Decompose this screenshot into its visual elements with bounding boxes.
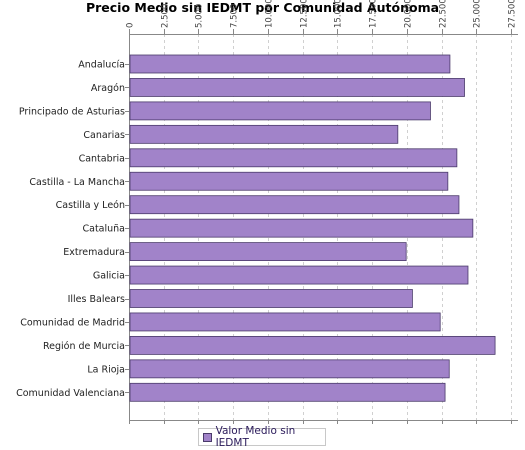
x-tick-label: 5.000: [195, 4, 205, 28]
category-label: Comunidad de Madrid: [20, 317, 125, 328]
legend-swatch: [203, 432, 212, 442]
category-label: Cataluña: [82, 224, 125, 235]
bar: [129, 195, 460, 215]
bar: [129, 124, 399, 144]
category-label: Canarias: [83, 130, 125, 141]
bar: [129, 359, 450, 379]
x-tick-label: 20.000: [404, 0, 414, 28]
bar: [129, 171, 449, 191]
x-tick-label: 22.500: [439, 0, 449, 28]
category-label: Galicia: [93, 271, 125, 282]
category-label: Región de Murcia: [43, 341, 125, 352]
bar: [129, 242, 407, 262]
category-label: Aragón: [91, 83, 125, 94]
category-label: Illes Balears: [68, 294, 125, 305]
bar: [129, 289, 413, 308]
legend-label: Valor Medio sin IEDMT: [215, 425, 296, 449]
bar: [129, 78, 465, 97]
bar: [129, 335, 496, 355]
bar: [129, 312, 441, 332]
category-label: Principado de Asturias: [19, 106, 125, 117]
category-label: Castilla y León: [56, 200, 125, 211]
x-tick-label: 2.500: [161, 4, 171, 28]
bar: [129, 382, 446, 402]
x-tick-label: 17.500: [369, 0, 379, 28]
category-label: Cantabria: [79, 153, 125, 164]
category-label: Andalucía: [78, 60, 125, 71]
bar: [129, 148, 458, 168]
category-label: Comunidad Valenciana: [16, 388, 125, 399]
x-tick-label: 0: [126, 23, 136, 28]
x-tick-label: 27.500: [508, 0, 518, 28]
legend: Valor Medio sin IEDMT: [198, 425, 326, 449]
bar: [129, 101, 431, 121]
x-tick-label: 10.000: [265, 0, 275, 28]
x-tick-label: 12.500: [300, 0, 310, 28]
bar: [129, 265, 469, 285]
category-label: Extremadura: [63, 247, 125, 258]
bar: [129, 218, 474, 238]
x-tick-label: 7.500: [230, 4, 240, 28]
chart-title: Precio Medio sin IEDMT por Comunidad Aut…: [85, 0, 440, 15]
bar: [129, 54, 451, 74]
category-label: Castilla - La Mancha: [29, 177, 125, 188]
category-label: La Rioja: [87, 364, 125, 375]
x-tick-label: 25.000: [473, 0, 483, 28]
x-tick-label: 15.000: [334, 0, 344, 28]
